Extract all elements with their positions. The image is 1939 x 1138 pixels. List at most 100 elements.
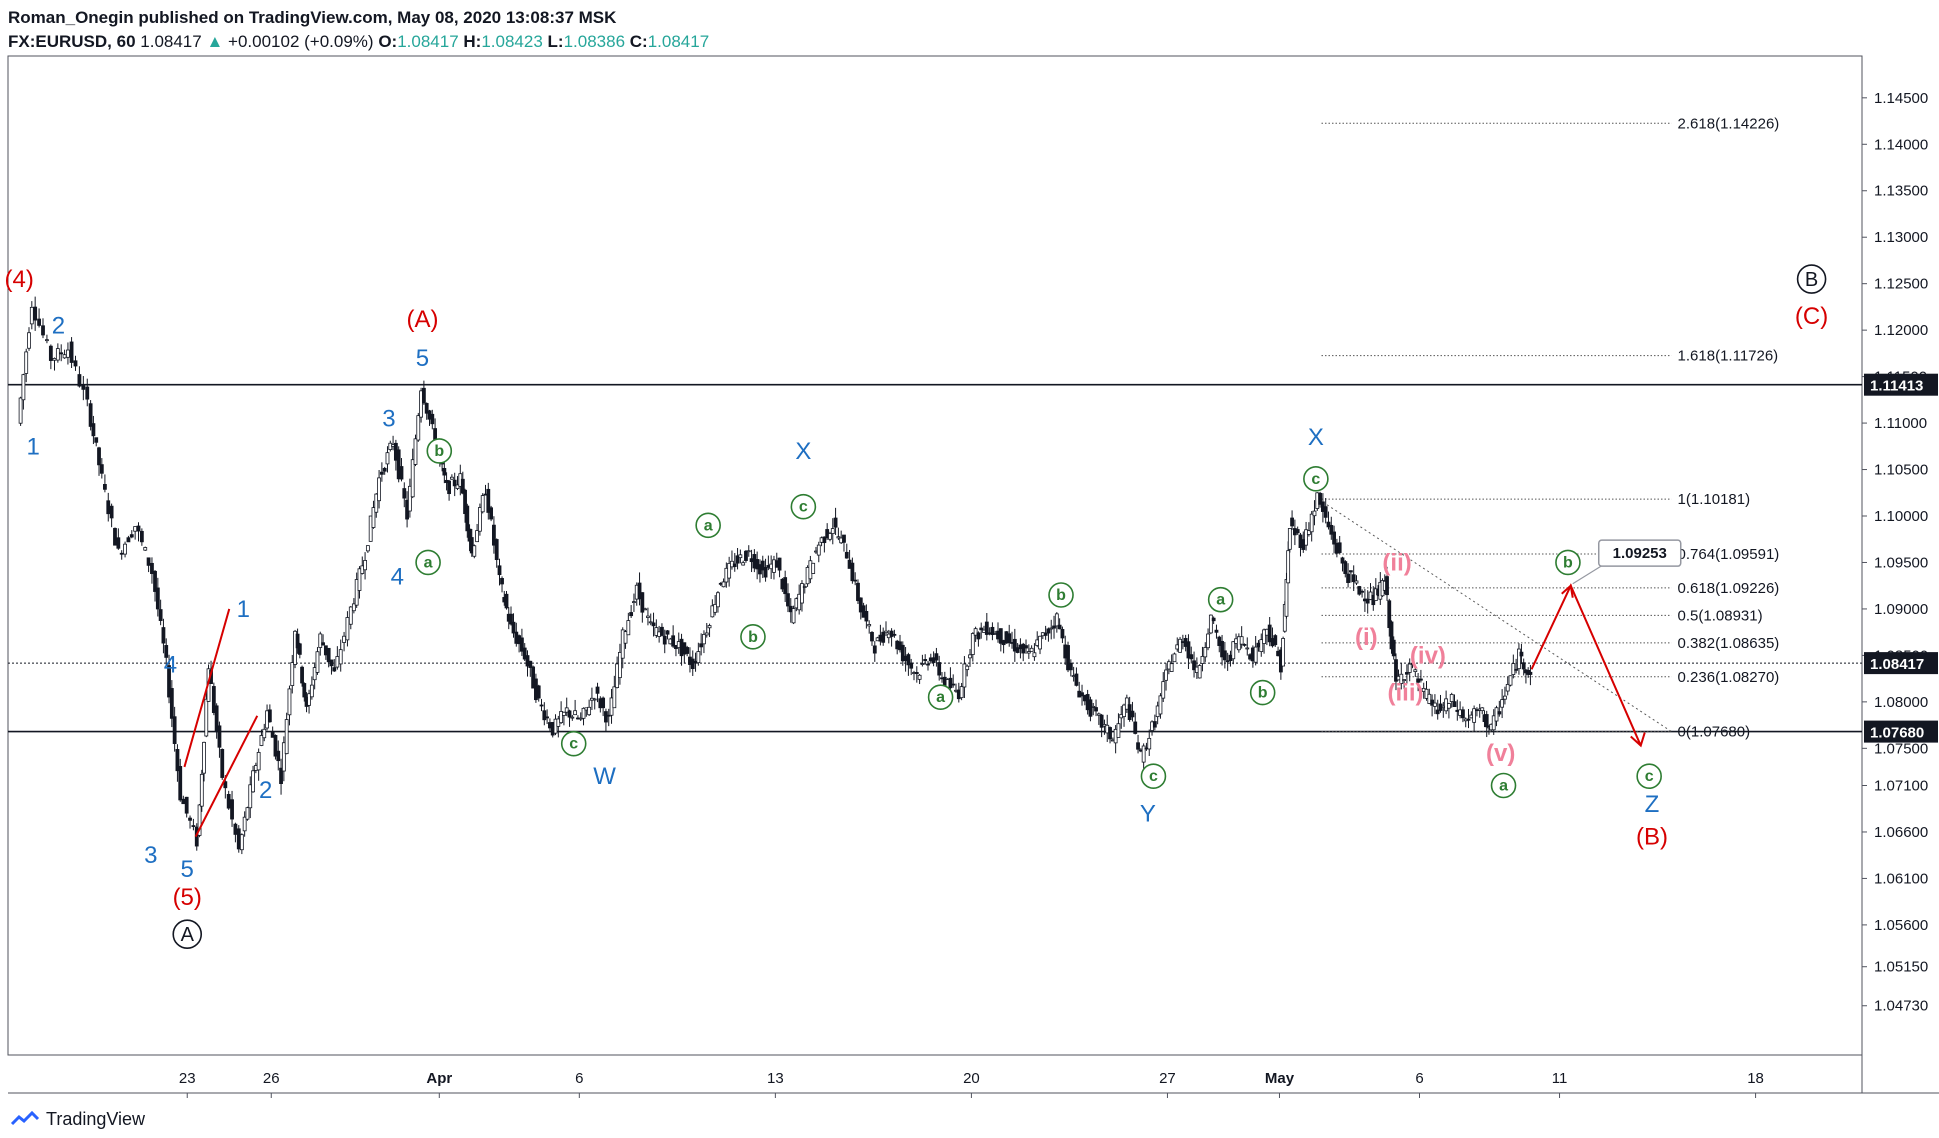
candle-body [129,534,134,538]
candle-body [1399,673,1404,684]
candle-body [1391,639,1396,657]
wave-label: b [1258,685,1268,702]
candle-body [45,339,49,342]
candle-body [1519,651,1524,657]
candle-body [302,683,307,698]
candle-body [109,505,114,519]
candle-body [1337,542,1342,553]
candle-body [1484,714,1489,728]
x-tick-label: 18 [1747,1070,1764,1087]
candle-body [1318,492,1322,505]
candle-body [133,526,138,532]
candle-body [763,567,768,578]
candle-body [497,565,502,576]
candle-body [867,624,872,627]
candle-body [1239,636,1244,645]
wave-label: 2 [259,777,272,804]
candle-body [467,528,472,542]
wave-label: (A) [406,306,438,333]
candle-body [1178,638,1182,653]
candle-body [522,647,527,660]
candle-body [660,626,664,636]
candle-body [539,704,544,707]
candle-body [321,642,325,646]
candle-body [990,626,995,635]
candle-body [146,557,151,566]
y-tick-label: 1.10500 [1874,462,1928,479]
candle-body [113,527,117,546]
candle-body [214,705,219,733]
wave-label-circle [695,512,721,539]
candle-body [368,515,373,542]
candle-body [430,413,435,425]
wave-label: c [1645,768,1654,785]
candle-body [1214,629,1219,633]
candle-body [158,609,163,621]
candle-body [318,633,323,648]
candle-body [345,617,350,641]
plot-frame [7,55,1863,1056]
y-tick-label: 1.09000 [1874,601,1928,618]
candle-body [606,714,611,717]
candle-body [1387,600,1392,629]
wave-label-circle [1636,763,1662,790]
x-tick-label: May [1265,1070,1295,1087]
candle-body [363,560,367,571]
candle-body [1231,641,1236,660]
candle-body [307,693,311,706]
candle-body [998,628,1003,644]
y-tick-label: 1.07500 [1874,740,1928,757]
candle-body [329,659,334,667]
candle-body [259,735,264,746]
candle-body [900,644,905,662]
candle-body [1152,721,1157,728]
candle-body [1447,703,1451,709]
x-tick-label: 27 [1159,1070,1176,1087]
candle-body [1052,625,1056,629]
candle-body [1164,669,1168,681]
candle-body [833,517,838,528]
candle-body [1304,529,1308,546]
candle-body [1032,652,1037,658]
candle-body [1211,617,1216,622]
fib-level-label: 2.618(1.14226) [1678,115,1780,132]
candle-body [469,537,474,554]
candle-body [119,552,124,555]
wave-label: 4 [164,652,177,679]
candle-body [1405,672,1409,675]
candle-body [1452,701,1457,708]
candle-body [1329,524,1334,535]
candle-body [463,489,467,515]
candle-body [1449,694,1454,702]
wave-label: 5 [416,345,429,372]
wave-label: c [799,499,808,516]
candle-body [371,507,376,528]
candle-body [914,672,919,675]
candle-body [632,601,636,604]
candle-body [791,608,796,624]
fib-level-label: 0.618(1.09226) [1678,580,1780,597]
candle-body [181,798,186,805]
candle-body [1088,699,1093,717]
candle-body [136,525,141,532]
candle-body [1394,659,1398,682]
y-tick-label: 1.06600 [1874,824,1928,841]
candle-body [1323,506,1328,518]
candle-body [155,587,160,610]
candle-body [77,374,82,387]
candle-body [1505,684,1510,692]
candle-body [315,651,320,673]
wave-label: c [1311,471,1320,488]
candle-body [746,550,751,553]
candle-body [870,631,874,642]
candle-body [379,471,384,475]
candle-body [281,742,286,772]
candle-body [1099,714,1104,728]
candle-body [402,488,407,499]
wave-label-circle [560,730,587,757]
candle-body [230,799,234,820]
candle-body [920,663,925,665]
candle-body [612,686,617,709]
candle-body [226,794,231,809]
